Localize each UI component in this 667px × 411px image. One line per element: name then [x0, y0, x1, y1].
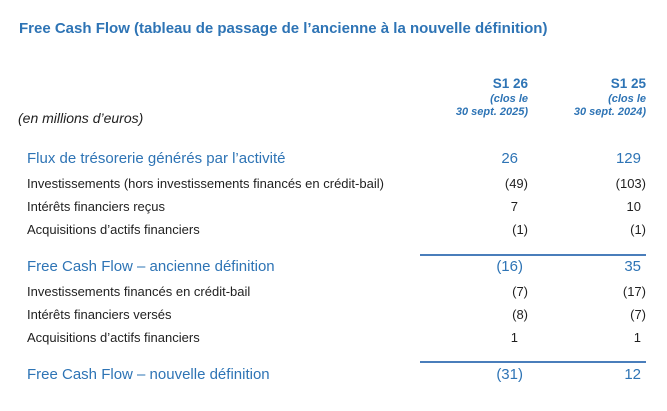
table-row: Acquisitions d’actifs financiers 1 1 — [0, 330, 646, 345]
row-label: Acquisitions d’actifs financiers — [27, 222, 200, 237]
value-s1-25: (17) — [622, 284, 646, 299]
value-s1-26: (8) — [512, 307, 528, 322]
value-s1-25: (1) — [630, 222, 646, 237]
period-label: S1 25 — [610, 76, 646, 91]
column-header-s1-25: S1 25 (clos le 30 sept. 2024) — [528, 77, 646, 119]
value-s1-25: 129 — [615, 150, 641, 167]
value-s1-26: 7 — [510, 199, 518, 214]
period-label: S1 26 — [492, 76, 528, 91]
table-row: Flux de trésorerie générés par l’activit… — [0, 150, 646, 167]
row-label: Intérêts financiers versés — [27, 307, 172, 322]
row-label: Free Cash Flow – nouvelle définition — [27, 366, 270, 383]
table-row: Free Cash Flow – ancienne définition (16… — [0, 258, 646, 275]
value-s1-25: 35 — [624, 258, 641, 275]
value-s1-26: (16) — [496, 258, 523, 275]
value-s1-26: 1 — [510, 330, 518, 345]
row-label: Acquisitions d’actifs financiers — [27, 330, 200, 345]
row-label: Free Cash Flow – ancienne définition — [27, 258, 275, 275]
value-s1-25: 1 — [633, 330, 641, 345]
row-label: Investissements (hors investissements fi… — [27, 176, 384, 191]
table-row: Acquisitions d’actifs financiers (1) (1) — [0, 222, 646, 237]
value-s1-25: 12 — [624, 366, 641, 383]
closing-date-line1: (clos le — [490, 93, 528, 105]
value-s1-25: 10 — [626, 199, 641, 214]
value-s1-26: (31) — [496, 366, 523, 383]
value-s1-26: 26 — [501, 150, 518, 167]
column-header-s1-26: S1 26 (clos le 30 sept. 2025) — [410, 77, 528, 119]
closing-date-line2: 30 sept. 2025) — [455, 106, 528, 118]
page-title: Free Cash Flow (tableau de passage de l’… — [19, 20, 548, 37]
divider-line — [420, 254, 646, 256]
table-row: Investissements financés en crédit-bail … — [0, 284, 646, 299]
divider-line — [420, 361, 646, 363]
value-s1-26: (1) — [512, 222, 528, 237]
table-row: Free Cash Flow – nouvelle définition (31… — [0, 366, 646, 383]
row-label: Intérêts financiers reçus — [27, 199, 166, 214]
table-column-headers: S1 26 (clos le 30 sept. 2025) S1 25 (clo… — [410, 77, 646, 119]
unit-label: (en millions d’euros) — [18, 110, 144, 126]
table-row: Investissements (hors investissements fi… — [0, 176, 646, 191]
value-s1-25: (7) — [630, 307, 646, 322]
table-row: Intérêts financiers versés (8) (7) — [0, 307, 646, 322]
value-s1-25: (103) — [615, 176, 646, 191]
table-row: Intérêts financiers reçus 7 10 — [0, 199, 646, 214]
value-s1-26: (7) — [512, 284, 528, 299]
closing-date-line2: 30 sept. 2024) — [573, 106, 646, 118]
row-label: Investissements financés en crédit-bail — [27, 284, 251, 299]
row-label: Flux de trésorerie générés par l’activit… — [27, 150, 286, 167]
closing-date-line1: (clos le — [608, 93, 646, 105]
value-s1-26: (49) — [504, 176, 528, 191]
